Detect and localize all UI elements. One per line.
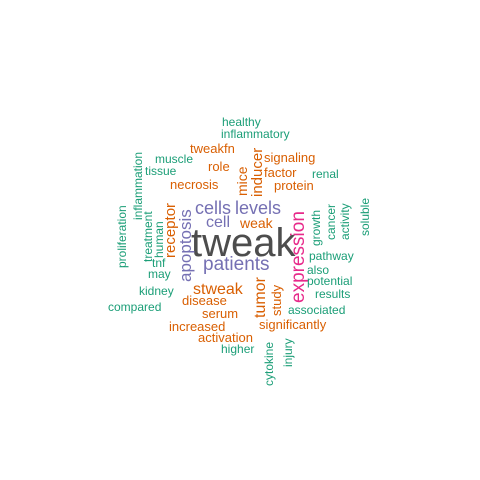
word-may: may (148, 267, 171, 281)
word-role: role (208, 159, 230, 174)
word-cell: cell (206, 214, 230, 231)
word-results: results (315, 287, 350, 301)
word-weak: weak (239, 215, 274, 231)
word-disease: disease (182, 293, 227, 308)
word-protein: protein (274, 178, 314, 193)
word-study: study (269, 284, 284, 316)
word-serum: serum (202, 306, 238, 321)
word-tnf: tnf (152, 256, 166, 270)
word-levels: levels (235, 198, 281, 218)
word-mice: mice (234, 166, 250, 196)
word-inflammatory: inflammatory (221, 127, 290, 141)
word-significantly: significantly (259, 317, 327, 332)
word-compared: compared (108, 300, 161, 314)
word-cancer: cancer (324, 204, 338, 240)
word-tweak: tweak (191, 221, 296, 265)
word-human: human (152, 221, 166, 258)
word-stweak: stweak (193, 281, 244, 298)
word-cells: cells (195, 198, 231, 218)
word-activity: activity (338, 203, 352, 240)
word-growth: growth (309, 210, 323, 246)
word-pathway: pathway (309, 249, 354, 263)
word-kidney: kidney (139, 284, 174, 298)
word-healthy: healthy (222, 115, 261, 129)
word-apoptosis: apoptosis (176, 209, 195, 282)
word-increased: increased (169, 319, 225, 334)
word-cytokine: cytokine (262, 342, 276, 386)
word-associated: associated (288, 303, 345, 317)
word-receptor: receptor (162, 203, 179, 258)
word-soluble: soluble (358, 198, 372, 236)
word-activation: activation (198, 330, 253, 345)
word-factor: factor (264, 165, 297, 180)
word-inflammation: inflammation (131, 152, 145, 220)
word-tweakfn: tweakfn (190, 141, 235, 156)
word-patients: patients (203, 254, 270, 275)
word-proliferation: proliferation (115, 205, 129, 268)
word-expression: expression (288, 211, 309, 303)
word-tumor: tumor (252, 276, 269, 318)
word-renal: renal (312, 167, 339, 181)
word-higher: higher (221, 342, 254, 356)
word-treatment: treatment (141, 211, 155, 262)
word-potential: potential (307, 274, 352, 288)
word-necrosis: necrosis (170, 177, 219, 192)
word-muscle: muscle (155, 152, 193, 166)
word-injury: injury (281, 338, 295, 367)
word-inducer: inducer (249, 148, 266, 197)
word-signaling: signaling (264, 150, 315, 165)
word-also: also (307, 263, 329, 277)
word-tissue: tissue (145, 164, 177, 178)
